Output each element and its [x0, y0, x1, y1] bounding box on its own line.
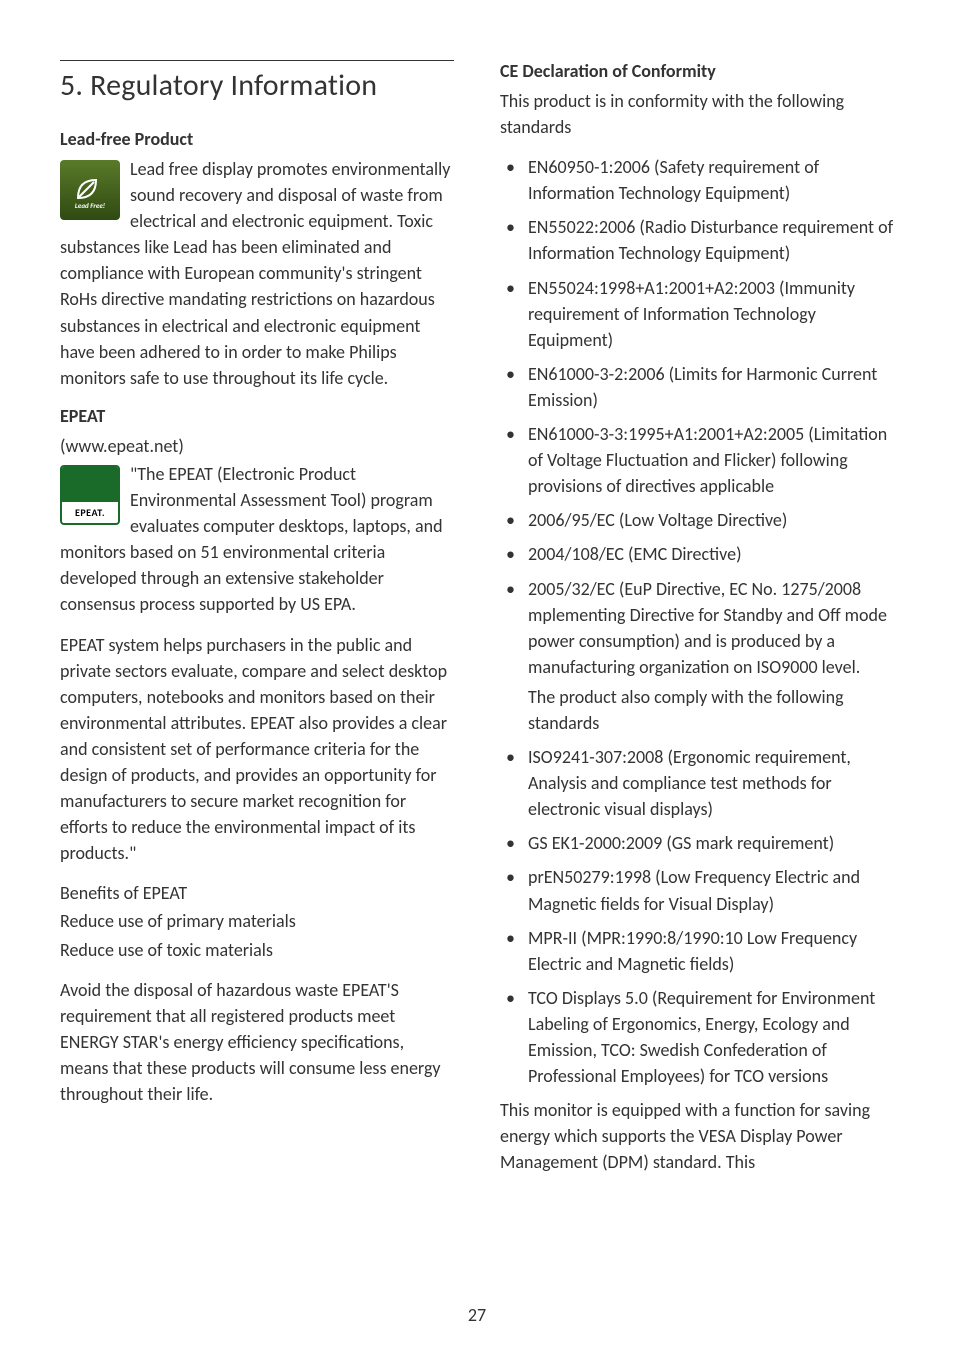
epeat-block: EPEAT. "The EPEAT (Electronic Product En…: [60, 461, 454, 618]
standard-item-text: prEN50279:1998 (Low Frequency Electric a…: [528, 866, 860, 914]
leaf-icon: Lead Free!: [60, 160, 120, 220]
lead-free-block: Lead Free! Lead free display promotes en…: [60, 156, 454, 391]
standard-item: EN61000-3-2:2006 (Limits for Harmonic Cu…: [528, 361, 894, 413]
standard-item-text: 2006/95/EC (Low Voltage Directive): [528, 509, 787, 531]
epeat-icon: EPEAT.: [60, 465, 120, 525]
standard-item: EN60950-1:2006 (Safety requirement of In…: [528, 154, 894, 206]
page-number: 27: [0, 1304, 954, 1326]
standard-item: TCO Displays 5.0 (Requirement for Enviro…: [528, 985, 894, 1089]
ce-intro: This product is in conformity with the f…: [500, 88, 894, 140]
section-title: 5. Regulatory Information: [60, 67, 454, 104]
epeat-benefits-line-2: Reduce use of toxic materials: [60, 937, 454, 963]
standard-item-text: EN60950-1:2006 (Safety requirement of In…: [528, 156, 819, 204]
standard-item: 2006/95/EC (Low Voltage Directive): [528, 507, 894, 533]
standard-item-text: EN55022:2006 (Radio Disturbance requirem…: [528, 216, 893, 264]
standard-item: ISO9241-307:2008 (Ergonomic requirement,…: [528, 744, 894, 822]
lead-free-heading: Lead-free Product: [60, 128, 454, 150]
standard-item-text: 2004/108/EC (EMC Directive): [528, 543, 742, 565]
standard-item-text: GS EK1-2000:2009 (GS mark requirement): [528, 832, 834, 854]
standard-item-text: TCO Displays 5.0 (Requirement for Enviro…: [528, 987, 875, 1087]
standard-item-extra: The product also comply with the followi…: [528, 684, 894, 736]
standard-item: GS EK1-2000:2009 (GS mark requirement): [528, 830, 894, 856]
ce-footer: This monitor is equipped with a function…: [500, 1097, 894, 1175]
standard-item: 2005/32/EC (EuP Directive, EC No. 1275/2…: [528, 576, 894, 737]
left-column: 5. Regulatory Information Lead-free Prod…: [60, 60, 454, 1189]
standard-item-text: EN61000-3-3:1995+A1:2001+A2:2005 (Limita…: [528, 423, 887, 497]
epeat-body-3: Avoid the disposal of hazardous waste EP…: [60, 977, 454, 1107]
standard-item-text: EN61000-3-2:2006 (Limits for Harmonic Cu…: [528, 363, 877, 411]
ce-heading: CE Declaration of Conformity: [500, 60, 894, 82]
standard-item-text: 2005/32/EC (EuP Directive, EC No. 1275/2…: [528, 578, 887, 678]
epeat-benefits-heading: Benefits of EPEAT: [60, 880, 454, 906]
standard-item: MPR-II (MPR:1990:8/1990:10 Low Frequency…: [528, 925, 894, 977]
epeat-heading: EPEAT: [60, 405, 454, 427]
standards-list: EN60950-1:2006 (Safety requirement of In…: [500, 154, 894, 1089]
standard-item: EN61000-3-3:1995+A1:2001+A2:2005 (Limita…: [528, 421, 894, 499]
standard-item: prEN50279:1998 (Low Frequency Electric a…: [528, 864, 894, 916]
standard-item-text: ISO9241-307:2008 (Ergonomic requirement,…: [528, 746, 851, 820]
section-divider: [60, 60, 454, 61]
epeat-url: (www.epeat.net): [60, 433, 454, 459]
standard-item: EN55024:1998+A1:2001+A2:2003 (Immunity r…: [528, 275, 894, 353]
standard-item-text: EN55024:1998+A1:2001+A2:2003 (Immunity r…: [528, 277, 855, 351]
svg-text:Lead Free!: Lead Free!: [75, 201, 105, 210]
standard-item: EN55022:2006 (Radio Disturbance requirem…: [528, 214, 894, 266]
standard-item: 2004/108/EC (EMC Directive): [528, 541, 894, 567]
epeat-body-2: EPEAT system helps purchasers in the pub…: [60, 632, 454, 867]
standard-item-text: MPR-II (MPR:1990:8/1990:10 Low Frequency…: [528, 927, 857, 975]
epeat-benefits-line-1: Reduce use of primary materials: [60, 908, 454, 934]
right-column: CE Declaration of Conformity This produc…: [500, 60, 894, 1189]
